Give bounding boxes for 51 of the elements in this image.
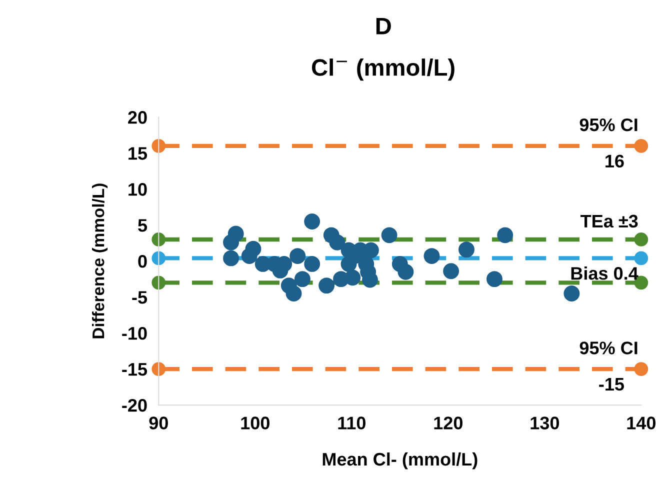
point [304,256,320,272]
y-tick-label: 0 [138,255,147,268]
point [398,264,414,280]
y-tick-label: 10 [128,183,147,196]
x-tick-label: 90 [149,416,168,430]
point [634,362,648,376]
series-label: TEa ±3 [580,214,638,228]
series-label: Bias 0.4 [571,266,638,280]
point [223,250,239,266]
y-tick-label: 20 [128,111,147,124]
point [424,248,440,264]
x-tick-label: 110 [338,416,366,430]
text: 95% CI -15 [580,342,638,391]
x-axis-title: Mean Cl- (mmol/L) [322,452,478,470]
point [564,285,580,302]
y-tick-label: -5 [132,291,148,304]
point [344,270,361,286]
point [318,278,335,294]
point [223,234,239,250]
point [329,234,346,250]
point [152,276,166,290]
point [294,271,310,288]
point [381,227,398,244]
text: 95% CI 16 [580,118,638,168]
point [245,240,262,257]
point [634,251,648,266]
x-tick-label: 120 [434,416,462,430]
point [152,138,166,153]
y-tick-label: -15 [122,363,148,376]
point [443,263,460,280]
point [152,362,166,376]
y-tick-label: -20 [122,398,147,412]
point [152,232,166,246]
y-tick-label: -10 [122,326,147,340]
point [286,285,302,302]
point [497,227,514,244]
point [304,214,320,230]
x-tick-label: 100 [241,416,270,430]
chart-subtitle: Cl$^{−}$ (mmol/L) [312,58,454,81]
x-tick-label: 140 [627,416,656,430]
point [634,138,648,153]
y-axis-title: Difference (mmol/L) [92,184,108,338]
point [634,232,648,246]
point [458,242,474,258]
y-tick-label: 5 [138,219,148,232]
chart-title: D [376,18,391,34]
point [486,271,502,288]
y-tick-label: 15 [128,147,148,160]
point [290,248,306,264]
x-tick-label: 130 [530,416,559,430]
point [152,251,166,266]
